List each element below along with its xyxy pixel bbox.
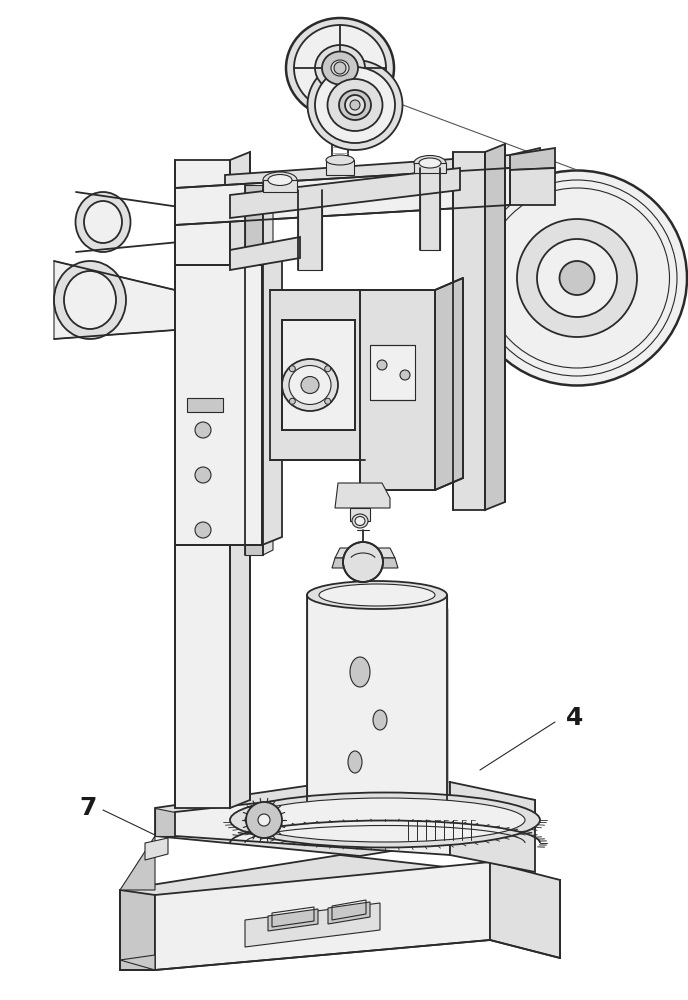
Ellipse shape xyxy=(517,219,637,337)
Ellipse shape xyxy=(315,45,365,91)
Circle shape xyxy=(195,422,211,438)
Circle shape xyxy=(343,542,383,582)
Circle shape xyxy=(325,366,331,372)
Ellipse shape xyxy=(327,79,383,131)
Polygon shape xyxy=(510,148,555,170)
Polygon shape xyxy=(155,808,175,836)
Ellipse shape xyxy=(282,359,338,411)
Polygon shape xyxy=(120,836,155,890)
Polygon shape xyxy=(230,237,300,270)
Polygon shape xyxy=(54,261,175,339)
Text: 4: 4 xyxy=(566,706,583,730)
Circle shape xyxy=(400,370,410,380)
Ellipse shape xyxy=(258,814,270,826)
Ellipse shape xyxy=(246,802,282,838)
Ellipse shape xyxy=(326,155,354,165)
Polygon shape xyxy=(420,168,440,250)
Polygon shape xyxy=(175,168,510,225)
Polygon shape xyxy=(230,152,250,808)
Polygon shape xyxy=(187,398,223,412)
Polygon shape xyxy=(370,345,415,400)
Polygon shape xyxy=(268,909,318,931)
Ellipse shape xyxy=(348,751,362,773)
Ellipse shape xyxy=(289,365,331,404)
Ellipse shape xyxy=(315,67,395,143)
Ellipse shape xyxy=(64,271,116,329)
Polygon shape xyxy=(230,168,460,218)
Polygon shape xyxy=(175,160,230,808)
Polygon shape xyxy=(450,782,535,872)
Ellipse shape xyxy=(230,792,540,848)
Ellipse shape xyxy=(339,90,371,120)
Polygon shape xyxy=(435,278,463,490)
Ellipse shape xyxy=(268,174,292,186)
Polygon shape xyxy=(326,160,354,175)
Polygon shape xyxy=(263,178,273,555)
Ellipse shape xyxy=(352,514,368,528)
Ellipse shape xyxy=(294,25,386,111)
Polygon shape xyxy=(414,163,446,173)
Ellipse shape xyxy=(419,158,441,168)
Polygon shape xyxy=(307,595,447,808)
Polygon shape xyxy=(298,190,322,270)
Polygon shape xyxy=(155,778,535,856)
Polygon shape xyxy=(360,290,435,490)
Polygon shape xyxy=(485,144,505,510)
Ellipse shape xyxy=(286,18,394,118)
Circle shape xyxy=(377,360,387,370)
Ellipse shape xyxy=(355,516,365,526)
Polygon shape xyxy=(270,290,365,460)
Ellipse shape xyxy=(322,51,358,85)
Circle shape xyxy=(350,100,360,110)
Text: 7: 7 xyxy=(79,796,97,820)
Circle shape xyxy=(290,366,295,372)
Polygon shape xyxy=(225,148,540,190)
Polygon shape xyxy=(175,782,450,855)
Polygon shape xyxy=(332,558,398,568)
Circle shape xyxy=(325,398,331,404)
Polygon shape xyxy=(335,483,390,508)
Polygon shape xyxy=(120,955,155,970)
Ellipse shape xyxy=(301,376,319,393)
Circle shape xyxy=(195,467,211,483)
Ellipse shape xyxy=(319,584,435,606)
Polygon shape xyxy=(245,903,380,947)
Polygon shape xyxy=(335,548,395,558)
Ellipse shape xyxy=(263,172,297,188)
Polygon shape xyxy=(490,862,560,958)
Polygon shape xyxy=(328,902,370,924)
Polygon shape xyxy=(155,862,490,970)
Polygon shape xyxy=(282,320,355,430)
Polygon shape xyxy=(453,152,485,510)
Ellipse shape xyxy=(373,710,387,730)
Ellipse shape xyxy=(537,239,617,317)
Circle shape xyxy=(290,398,295,404)
Polygon shape xyxy=(263,180,297,192)
Ellipse shape xyxy=(559,261,594,295)
Ellipse shape xyxy=(76,192,131,252)
Ellipse shape xyxy=(331,60,349,76)
Circle shape xyxy=(195,522,211,538)
Ellipse shape xyxy=(54,261,126,339)
Polygon shape xyxy=(120,855,560,945)
Polygon shape xyxy=(120,890,155,970)
Ellipse shape xyxy=(467,170,687,385)
Circle shape xyxy=(334,62,346,74)
Ellipse shape xyxy=(350,657,370,687)
Ellipse shape xyxy=(414,155,446,170)
Circle shape xyxy=(345,95,365,115)
Polygon shape xyxy=(350,508,370,521)
Polygon shape xyxy=(175,265,262,545)
Polygon shape xyxy=(245,185,263,555)
Ellipse shape xyxy=(308,60,402,150)
Polygon shape xyxy=(510,168,555,205)
Ellipse shape xyxy=(307,581,447,609)
Ellipse shape xyxy=(84,201,122,243)
Polygon shape xyxy=(145,838,168,860)
Polygon shape xyxy=(262,257,282,545)
Ellipse shape xyxy=(245,798,525,842)
